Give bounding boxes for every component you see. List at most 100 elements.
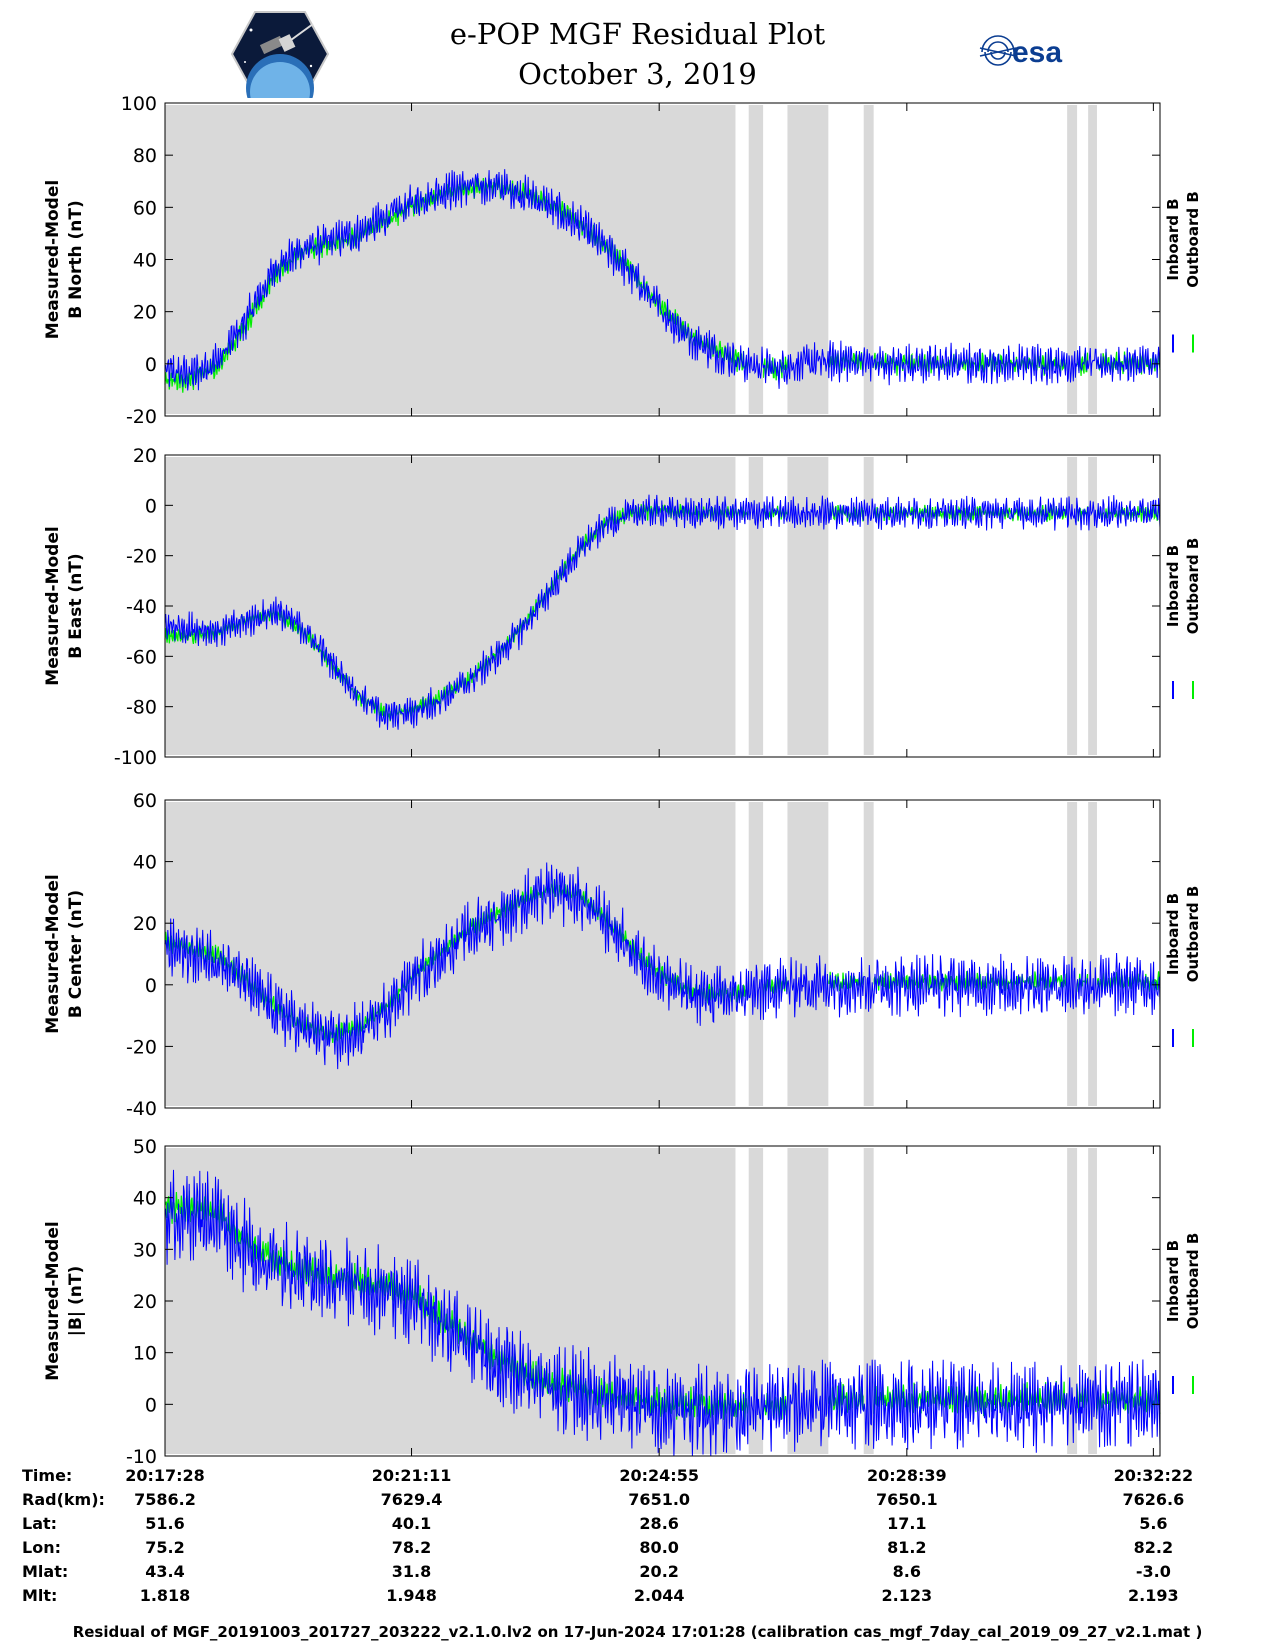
ephemeris-value: 20:24:55 bbox=[619, 1466, 699, 1485]
gap-shade-4 bbox=[1067, 105, 1078, 414]
legend-inboard: Inboard B bbox=[1164, 198, 1182, 280]
y-tick-label: -20 bbox=[126, 1036, 157, 1058]
y-tick-label: 20 bbox=[133, 913, 157, 935]
legend-outboard: Outboard B bbox=[1184, 1233, 1202, 1330]
y-tick-label: 10 bbox=[133, 1343, 157, 1365]
series-inboard-line bbox=[164, 169, 1161, 391]
y-tick-label: -40 bbox=[126, 596, 157, 618]
ephemeris-row-mlat: Mlat: 43.4 31.8 20.2 8.6 -3.0 bbox=[0, 1562, 1275, 1586]
gap-shade-4 bbox=[1067, 802, 1078, 1106]
ephemeris-label: Mlat: bbox=[22, 1562, 69, 1581]
y-tick-label: -20 bbox=[126, 546, 157, 568]
gap-shade-1 bbox=[748, 802, 764, 1106]
y-tick-label: 40 bbox=[133, 852, 157, 874]
y-axis-label: Measured-Model B Center (nT) bbox=[43, 874, 86, 1033]
gap-shade-3 bbox=[863, 1148, 874, 1454]
y-tick-label: 40 bbox=[133, 250, 157, 272]
gap-shade-3 bbox=[863, 802, 874, 1106]
ephemeris-value: 20.2 bbox=[639, 1562, 679, 1581]
ephemeris-value: 2.123 bbox=[881, 1586, 933, 1605]
ephemeris-value: 7651.0 bbox=[628, 1490, 691, 1509]
y-tick-label: 50 bbox=[133, 1136, 157, 1158]
y-tick-label: 0 bbox=[145, 1394, 157, 1416]
y-tick-label: 0 bbox=[145, 354, 157, 376]
ephemeris-value: 8.6 bbox=[892, 1562, 921, 1581]
ephemeris-value: 78.2 bbox=[391, 1538, 432, 1557]
ephemeris-value: 20:28:39 bbox=[867, 1466, 947, 1485]
ephemeris-value: 1.948 bbox=[386, 1586, 437, 1605]
panel-1: -20 0 20 40 60 80 100 Measured-Model B North (nT… bbox=[43, 93, 1202, 428]
y-tick-label: 80 bbox=[133, 145, 157, 167]
gap-shade-0 bbox=[165, 105, 736, 414]
y-tick-label: 30 bbox=[133, 1239, 157, 1261]
gap-shade-5 bbox=[1088, 457, 1097, 755]
ephemeris-value: 2.044 bbox=[633, 1586, 685, 1605]
ephemeris-value: 80.0 bbox=[639, 1538, 679, 1557]
ephemeris-value: 7626.6 bbox=[1122, 1490, 1185, 1509]
panel-2: -100 -80 -60 -40 -20 0 20 Measured-Model B East … bbox=[43, 445, 1202, 769]
y-tick-label: -20 bbox=[126, 406, 157, 428]
gap-shade-1 bbox=[748, 457, 764, 755]
series-inboard-line bbox=[164, 862, 1161, 1070]
ephemeris-value: 81.2 bbox=[887, 1538, 927, 1557]
y-axis-label: Measured-Model B North (nT) bbox=[43, 180, 86, 339]
gap-shade-3 bbox=[863, 105, 874, 414]
gap-shade-0 bbox=[165, 457, 736, 755]
ephemeris-row-lat: Lat: 51.6 40.1 28.6 17.1 5.6 bbox=[0, 1514, 1275, 1538]
esa-logo: esa bbox=[979, 35, 1062, 69]
legend-outboard: Outboard B bbox=[1184, 886, 1202, 983]
ephemeris-label: Lat: bbox=[22, 1514, 58, 1533]
y-tick-label: 20 bbox=[133, 1291, 157, 1313]
chart-subtitle: October 3, 2019 bbox=[518, 57, 757, 91]
ephemeris-label: Time: bbox=[22, 1466, 73, 1485]
ephemeris-value: 7650.1 bbox=[875, 1490, 938, 1509]
ephemeris-value: 20:21:11 bbox=[371, 1466, 452, 1485]
plot-frame bbox=[164, 799, 1161, 1109]
ephemeris-label: Rad(km): bbox=[22, 1490, 105, 1509]
legend-outboard: Outboard B bbox=[1184, 538, 1202, 635]
y-tick-label: -80 bbox=[126, 697, 157, 719]
y-tick-label: 0 bbox=[145, 495, 157, 517]
y-tick-label: -40 bbox=[126, 1098, 157, 1120]
y-axis-label: Measured-Model B East (nT) bbox=[43, 526, 86, 685]
ephemeris-value: 43.4 bbox=[145, 1562, 185, 1581]
svg-text:esa: esa bbox=[1012, 36, 1062, 69]
gap-shade-3 bbox=[863, 457, 874, 755]
panel-3: -40 -20 0 20 40 60 Measured-Model B Center (nT)… bbox=[43, 790, 1202, 1120]
y-axis-label: Measured-Model |B| (nT) bbox=[43, 1221, 86, 1380]
ephemeris-row-time: Time: 20:17:28 20:21:11 20:24:55 20:28:39 20:… bbox=[0, 1466, 1275, 1490]
ephemeris-value: 20:32:22 bbox=[1113, 1466, 1194, 1485]
ephemeris-value: -3.0 bbox=[1135, 1562, 1171, 1581]
y-tick-label: 40 bbox=[133, 1188, 157, 1210]
ephemeris-value: 1.818 bbox=[139, 1586, 191, 1605]
gap-shade-5 bbox=[1088, 105, 1097, 414]
y-tick-label: 100 bbox=[121, 93, 157, 115]
gap-shade-2 bbox=[787, 802, 829, 1106]
ephemeris-value: 20:17:28 bbox=[125, 1466, 205, 1485]
series-inboard-line bbox=[164, 494, 1161, 730]
y-tick-label: 20 bbox=[133, 445, 157, 467]
gap-shade-4 bbox=[1067, 1148, 1078, 1454]
chart-title: e-POP MGF Residual Plot bbox=[449, 17, 826, 51]
ephemeris-value: 75.2 bbox=[145, 1538, 185, 1557]
ephemeris-value: 17.1 bbox=[887, 1514, 927, 1533]
ephemeris-value: 7629.4 bbox=[380, 1490, 443, 1509]
legend-inboard: Inboard B bbox=[1164, 893, 1182, 975]
y-tick-label: 20 bbox=[133, 302, 157, 324]
y-tick-label: -10 bbox=[126, 1446, 157, 1466]
ephemeris-value: 51.6 bbox=[145, 1514, 185, 1533]
legend-inboard: Inboard B bbox=[1164, 1240, 1182, 1322]
gap-shade-4 bbox=[1067, 457, 1078, 755]
cassiope-mission-logo bbox=[231, 11, 329, 98]
y-tick-label: -100 bbox=[114, 747, 157, 769]
ephemeris-value: 5.6 bbox=[1139, 1514, 1168, 1533]
series-inboard-line bbox=[165, 1169, 1161, 1457]
ephemeris-row-lon: Lon: 75.2 78.2 80.0 81.2 82.2 bbox=[0, 1538, 1275, 1562]
y-tick-label: 60 bbox=[133, 790, 157, 812]
ephemeris-row-rad: Rad(km): 7586.2 7629.4 7651.0 7650.1 7626.6 bbox=[0, 1490, 1275, 1514]
ephemeris-value: 31.8 bbox=[391, 1562, 432, 1581]
gap-shade-5 bbox=[1088, 1148, 1097, 1454]
ephemeris-value: 40.1 bbox=[391, 1514, 432, 1533]
ephemeris-value: 2.193 bbox=[1128, 1586, 1179, 1605]
